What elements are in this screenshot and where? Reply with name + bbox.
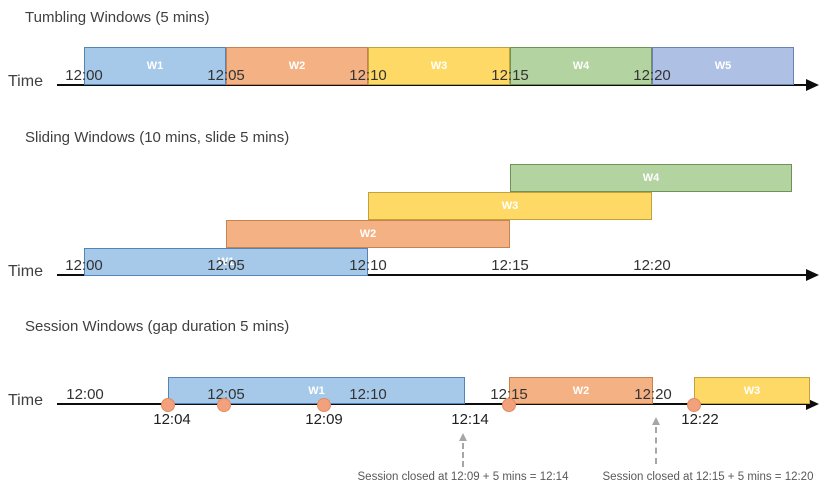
tumbling-title: Tumbling Windows (5 mins) [25,9,210,26]
window-label: W4 [572,60,590,72]
window-label: W4 [642,172,660,184]
session-label-1204: 12:04 [153,411,191,428]
session-tick-1210: 12:10 [349,386,387,403]
sliding-timeline-arrowhead-icon [806,269,819,281]
sliding-time-label: Time [8,263,43,280]
event-dot-1209 [317,398,331,412]
tumbling-time-label: Time [8,73,43,90]
session-tick-1215: 12:15 [490,386,528,403]
sliding-tick-1210: 12:10 [349,257,387,274]
window-label: W2 [572,384,590,397]
session-time-label: Time [8,392,43,409]
tumbling-tick-1205: 12:05 [207,67,245,84]
session-window-w3: W3 [694,377,810,404]
session-tick-1220: 12:20 [634,386,672,403]
tumbling-window-w2: W2 [226,47,368,85]
sliding-title: Sliding Windows (10 mins, slide 5 mins) [25,129,290,146]
window-label: W2 [288,60,306,72]
sliding-tick-1200: 12:00 [65,257,103,274]
session-annotation-1: Session closed at 12:09 + 5 mins = 12:14 [357,471,569,483]
session-tick-1205: 12:05 [207,386,245,403]
session-label-1222: 12:22 [681,411,719,428]
sliding-window-w4: W4 [510,164,792,192]
tumbling-window-w3: W3 [368,47,510,85]
session-window-w1: W1 [168,377,465,404]
tumbling-tick-1210: 12:10 [349,67,387,84]
tumbling-tick-1215: 12:15 [491,67,529,84]
window-label: W2 [359,228,377,240]
tumbling-timeline-arrowhead-icon [806,79,819,91]
session-tick-1200: 12:00 [66,386,104,403]
window-label: W3 [501,200,519,212]
session-timeline [57,403,809,405]
dashed-arrow-2 [655,427,657,464]
dashed-arrowhead-icon [652,417,660,425]
sliding-window-w2: W2 [226,220,510,248]
window-label: W5 [714,60,732,72]
session-title: Session Windows (gap duration 5 mins) [25,318,290,335]
window-label: W3 [430,60,448,72]
session-annotation-2: Session closed at 12:15 + 5 mins = 12:20 [602,471,814,483]
window-label: W3 [743,384,761,397]
session-label-1214: 12:14 [451,411,489,428]
window-label: W1 [217,256,235,268]
tumbling-window-w4: W4 [510,47,652,85]
tumbling-timeline [57,84,809,86]
sliding-timeline [57,274,809,276]
tumbling-tick-1220: 12:20 [633,67,671,84]
sliding-tick-1205: 12:05 [207,257,245,274]
tumbling-window-w5: W5 [652,47,794,85]
window-label: W1 [146,60,164,72]
event-dot-1204 [161,398,175,412]
tumbling-tick-1200: 12:00 [65,67,103,84]
sliding-window-w3: W3 [368,192,652,220]
session-window-w2: W2 [509,377,653,404]
tumbling-window-w1: W1 [84,47,226,85]
session-label-1209: 12:09 [305,411,343,428]
dashed-arrow-1 [462,443,464,467]
window-label: W1 [308,384,325,397]
sliding-window-w1: W1 [84,248,368,276]
sliding-tick-1220: 12:20 [633,257,671,274]
event-dot-1222 [687,398,701,412]
sliding-tick-1215: 12:15 [491,257,529,274]
event-dot-1215 [502,398,516,412]
event-dot-1206 [217,398,231,412]
dashed-arrowhead-icon [459,433,467,441]
